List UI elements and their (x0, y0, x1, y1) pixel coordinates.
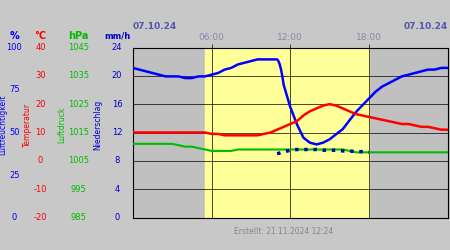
Text: 4: 4 (114, 185, 120, 194)
Text: hPa: hPa (68, 31, 89, 41)
Text: 1005: 1005 (68, 156, 89, 165)
Text: Temperatur: Temperatur (22, 103, 32, 147)
Text: Luftfeuchtigkeit: Luftfeuchtigkeit (0, 95, 7, 155)
Text: 1015: 1015 (68, 128, 89, 137)
Text: 07.10.24: 07.10.24 (404, 22, 448, 30)
Text: -20: -20 (34, 213, 47, 222)
Text: Niederschlag: Niederschlag (94, 100, 103, 150)
Text: 20: 20 (112, 71, 122, 80)
Text: mm/h: mm/h (104, 32, 130, 41)
Text: 1045: 1045 (68, 43, 89, 52)
Text: 10: 10 (35, 128, 46, 137)
Text: 24: 24 (112, 43, 122, 52)
Text: 0: 0 (12, 213, 17, 222)
Text: %: % (9, 31, 19, 41)
Bar (205, 48, 369, 217)
Text: 0: 0 (114, 213, 120, 222)
Text: 07.10.24: 07.10.24 (133, 22, 177, 30)
Text: 25: 25 (9, 170, 20, 179)
Text: 100: 100 (6, 43, 22, 52)
Text: 30: 30 (35, 71, 46, 80)
Text: 985: 985 (71, 213, 87, 222)
Text: 12: 12 (112, 128, 122, 137)
Text: 0: 0 (38, 156, 43, 165)
Text: -10: -10 (34, 185, 47, 194)
Text: 8: 8 (114, 156, 120, 165)
Text: 75: 75 (9, 86, 20, 94)
Text: 995: 995 (71, 185, 86, 194)
Text: Luftdruck: Luftdruck (58, 107, 67, 143)
Text: 20: 20 (35, 100, 46, 109)
Text: 1035: 1035 (68, 71, 89, 80)
Text: Erstellt: 21.11.2024 12:24: Erstellt: 21.11.2024 12:24 (234, 227, 333, 236)
Text: 40: 40 (35, 43, 46, 52)
Text: 50: 50 (9, 128, 20, 137)
Text: 1025: 1025 (68, 100, 89, 109)
Text: °C: °C (35, 31, 46, 41)
Text: 16: 16 (112, 100, 122, 109)
